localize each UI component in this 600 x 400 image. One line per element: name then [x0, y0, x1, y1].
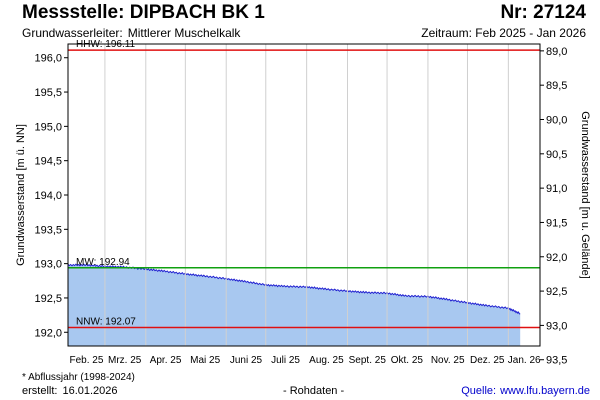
reference-label: HHW: 196.11 — [76, 39, 136, 50]
x-tick-label: Juli 25 — [271, 355, 300, 366]
source-label: Quelle: — [461, 385, 497, 397]
x-tick-label: Dez. 25 — [470, 355, 505, 366]
x-tick-label: Okt. 25 — [391, 355, 424, 366]
period: Zeitraum: Feb 2025 - Jan 2026 — [421, 26, 586, 40]
y-tick-label: 193,5 — [34, 224, 62, 236]
y2-axis-title: Grundwasserstand [m u. Gelände] — [579, 111, 591, 279]
y-tick-label: 193,0 — [34, 259, 62, 271]
y-tick-label: 192,0 — [34, 327, 62, 339]
x-tick-label: Jan. 26 — [508, 355, 541, 366]
y2-tick-label: 90,5 — [546, 149, 567, 161]
y2-tick-label: 91,0 — [546, 183, 567, 195]
y-axis-title: Grundwasserstand [m ü. NN] — [15, 124, 27, 266]
chart-title: Messstelle: DIPBACH BK 1 — [22, 2, 265, 23]
aquifer-info: Grundwasserleiter: Mittlerer Muschelkalk — [22, 26, 240, 40]
x-tick-label: Nov. 25 — [431, 355, 465, 366]
y-tick-label: 194,0 — [34, 190, 62, 202]
y2-tick-label: 90,0 — [546, 115, 567, 127]
y2-tick-label: 92,0 — [546, 252, 567, 264]
source-link[interactable]: www.lfu.bayern.de — [500, 385, 590, 397]
y2-tick-label: 89,0 — [546, 46, 567, 58]
aquifer-value: Mittlerer Muschelkalk — [127, 26, 241, 40]
y-tick-label: 192,5 — [34, 293, 62, 305]
created-label: erstellt: — [22, 385, 58, 397]
x-tick-label: Mai 25 — [190, 355, 220, 366]
x-tick-label: Sept. 25 — [349, 355, 387, 366]
series-area — [68, 264, 521, 346]
x-tick-label: Apr. 25 — [150, 355, 182, 366]
y-tick-label: 194,5 — [34, 156, 62, 168]
raw-data-note: - Rohdaten - — [283, 385, 345, 397]
y-tick-label: 195,5 — [34, 87, 62, 99]
plot-frame — [67, 43, 541, 347]
x-tick-label: Juni 25 — [230, 355, 263, 366]
y2-tick-label: 93,0 — [546, 320, 567, 332]
x-tick-label: Aug. 25 — [309, 355, 344, 366]
reference-label: NNW: 192.07 — [76, 316, 136, 327]
source: Quelle: www.lfu.bayern.de — [461, 385, 590, 397]
x-tick-label: Mrz. 25 — [108, 355, 142, 366]
y-tick-label: 195,0 — [34, 121, 62, 133]
aquifer-label: Grundwasserleiter: — [22, 26, 123, 40]
y2-tick-label: 93,5 — [546, 355, 567, 367]
created-date: 16.01.2026 — [62, 385, 118, 397]
x-tick-label: Feb. 25 — [69, 355, 103, 366]
y2-tick-label: 92,5 — [546, 286, 567, 298]
station-number: Nr: 27124 — [500, 2, 586, 23]
footnote: * Abflussjahr (1998-2024) — [22, 372, 135, 383]
reference-label: MW: 192.94 — [76, 257, 130, 268]
y-tick-label: 196,0 — [34, 53, 62, 65]
y2-tick-label: 89,5 — [546, 80, 567, 92]
y2-tick-label: 91,5 — [546, 217, 567, 229]
created-info: erstellt: 16.01.2026 — [22, 385, 118, 397]
